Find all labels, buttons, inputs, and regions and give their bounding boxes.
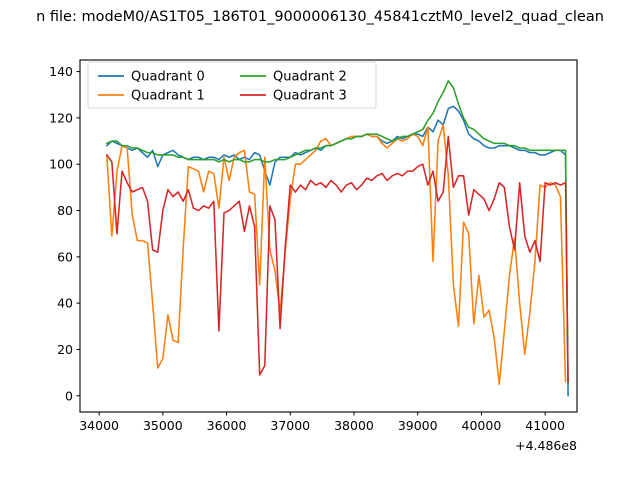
y-tick-label: 20 [57,342,73,357]
x-tick-label: 39000 [398,418,438,433]
series-line-2 [105,80,569,385]
y-tick-label: 120 [49,110,73,125]
legend-label-3: Quadrant 3 [273,89,347,104]
figure-title: n file: modeM0/AS1T05_186T01_9000006130_… [36,9,604,25]
axes-spines [79,59,578,413]
series-line-0 [105,105,569,397]
x-tick-label: 37000 [270,418,310,433]
legend-label-0: Quadrant 0 [131,70,205,85]
x-tick-label: 38000 [334,418,374,433]
y-tick-label: 60 [57,249,73,264]
series-line-1 [105,124,567,385]
y-tick-label: 0 [65,388,73,403]
y-tick-label: 40 [57,296,73,311]
y-tick-label: 80 [57,203,73,218]
legend-label-2: Quadrant 2 [273,70,347,85]
x-tick-label: 41000 [525,418,565,433]
x-tick-label: 34000 [79,418,119,433]
legend-label-1: Quadrant 1 [131,89,205,104]
x-tick-label: 35000 [143,418,183,433]
y-tick-label: 100 [49,157,73,172]
y-tick-label: 140 [49,64,73,79]
x-axis-offset-label: +4.486e8 [515,438,577,453]
data-lines-group [105,80,569,397]
x-tick-label: 36000 [207,418,247,433]
x-tick-label: 40000 [462,418,502,433]
series-line-3 [105,135,569,383]
legend-box [87,61,377,109]
